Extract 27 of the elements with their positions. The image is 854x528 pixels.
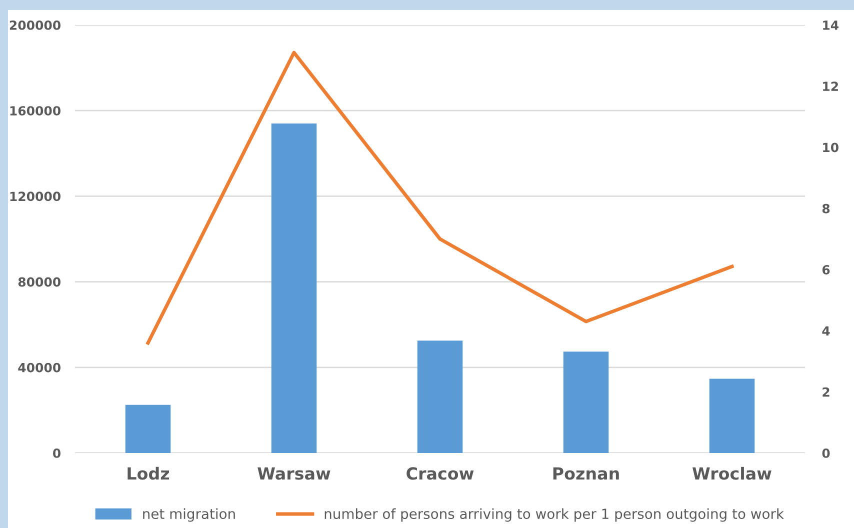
legend-label: number of persons arriving to work per 1 person outgoing to work <box>324 508 784 522</box>
y-tick-label: 200000 <box>10 20 61 30</box>
x-tick-label: Wroclaw <box>692 466 772 480</box>
line-series <box>146 50 734 345</box>
x-tick-label: Lodz <box>128 466 170 480</box>
y2-tick-label: 8 <box>822 204 830 214</box>
x-tick-label: Warsaw <box>258 467 330 480</box>
y-tick-label: 160000 <box>10 106 61 116</box>
y2-tick-label: 6 <box>822 265 830 274</box>
y2-tick-label: 12 <box>823 82 838 91</box>
y-tick-label: 80000 <box>18 277 61 287</box>
bar <box>709 378 755 453</box>
y2-tick-label: 0 <box>822 448 830 458</box>
bar <box>271 123 317 453</box>
bar <box>125 404 171 453</box>
x-tick-label: Poznan <box>553 467 619 480</box>
legend-label: net migration <box>143 508 235 522</box>
y-tick-label: 0 <box>53 448 61 458</box>
y2-tick-label: 14 <box>823 20 838 30</box>
bar <box>563 352 609 453</box>
y2-tick-label: 2 <box>822 387 830 397</box>
bar <box>417 340 463 453</box>
y2-tick-label: 4 <box>822 326 830 336</box>
y2-tick-label: 10 <box>823 142 838 152</box>
y-tick-label: 40000 <box>18 362 61 372</box>
y-tick-label: 120000 <box>10 192 61 202</box>
x-tick-label: Cracow <box>406 467 474 480</box>
